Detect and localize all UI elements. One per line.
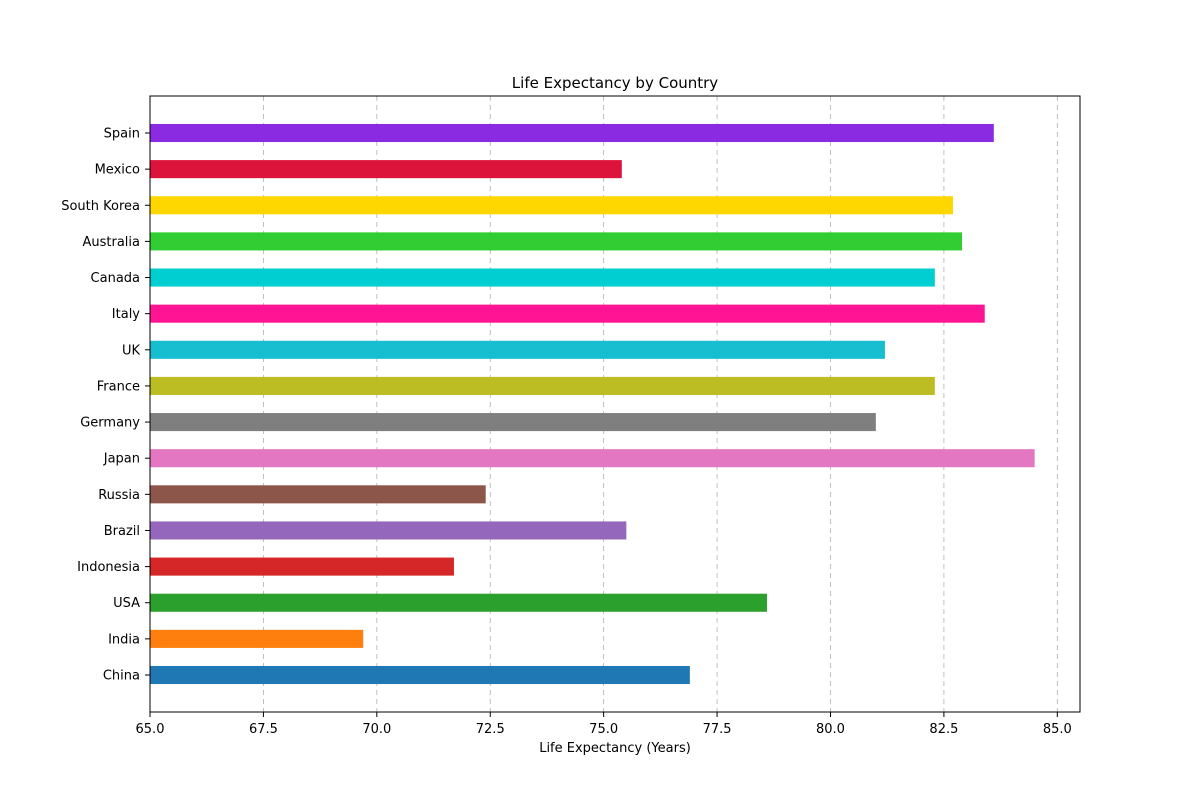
bar-australia bbox=[150, 232, 963, 251]
bar-south-korea bbox=[150, 196, 953, 215]
x-ticks: 65.0 67.5 70.0 72.5 75.0 77.5 80.0 82.5 85.0 bbox=[136, 712, 1072, 737]
y-tick-label: France bbox=[97, 379, 140, 394]
y-tick-label: Australia bbox=[82, 235, 140, 250]
x-tick-label: 80.0 bbox=[816, 722, 845, 737]
bar-uk bbox=[150, 340, 885, 359]
bar-france bbox=[150, 376, 935, 395]
y-tick-label: Japan bbox=[103, 452, 140, 467]
bar-spain bbox=[150, 123, 994, 143]
y-tick-label: Canada bbox=[91, 271, 140, 286]
y-tick-label: Mexico bbox=[95, 163, 140, 178]
y-tick-label: Spain bbox=[104, 127, 140, 142]
bar-germany bbox=[150, 413, 876, 432]
x-tick-label: 72.5 bbox=[476, 722, 505, 737]
bar-indonesia bbox=[150, 557, 454, 576]
bar-russia bbox=[150, 485, 486, 504]
x-tick-label: 82.5 bbox=[929, 722, 958, 737]
x-tick-label: 85.0 bbox=[1043, 722, 1072, 737]
y-tick-label: India bbox=[108, 632, 140, 647]
bar-japan bbox=[150, 449, 1035, 468]
y-tick-label: UK bbox=[122, 343, 141, 358]
bar-india bbox=[150, 629, 364, 648]
bar-brazil bbox=[150, 521, 627, 540]
y-tick-label: Germany bbox=[80, 416, 140, 431]
y-tick-label: Brazil bbox=[104, 524, 140, 539]
grid-lines bbox=[149, 96, 1058, 712]
y-tick-label: Indonesia bbox=[77, 560, 140, 575]
bar-usa bbox=[150, 593, 767, 612]
y-tick-label: USA bbox=[113, 596, 140, 611]
plot-frame bbox=[149, 95, 1081, 713]
bar-china bbox=[150, 665, 690, 685]
y-tick-label: Italy bbox=[112, 307, 141, 322]
x-axis-title: Life Expectancy (Years) bbox=[539, 741, 691, 756]
x-tick-label: 67.5 bbox=[249, 722, 278, 737]
x-tick-label: 70.0 bbox=[362, 722, 391, 737]
x-tick-label: 65.0 bbox=[136, 722, 165, 737]
bar-mexico bbox=[150, 160, 622, 179]
x-tick-label: 75.0 bbox=[589, 722, 618, 737]
bar-italy bbox=[150, 304, 985, 323]
bars bbox=[150, 123, 1035, 685]
x-tick-label: 77.5 bbox=[703, 722, 732, 737]
y-tick-label: China bbox=[103, 669, 140, 684]
y-tick-label: South Korea bbox=[61, 199, 140, 214]
bar-canada bbox=[150, 268, 935, 287]
y-tick-label: Russia bbox=[98, 488, 140, 503]
chart-title: Life Expectancy by Country bbox=[512, 74, 719, 92]
y-ticks: China India USA Indonesia Brazil Russia Japan G… bbox=[61, 127, 150, 684]
